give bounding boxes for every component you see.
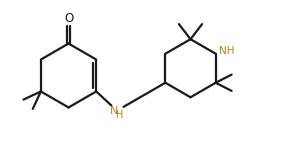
- Text: N: N: [110, 106, 118, 116]
- Text: O: O: [64, 12, 73, 25]
- Text: H: H: [116, 110, 124, 120]
- Text: NH: NH: [219, 46, 235, 56]
